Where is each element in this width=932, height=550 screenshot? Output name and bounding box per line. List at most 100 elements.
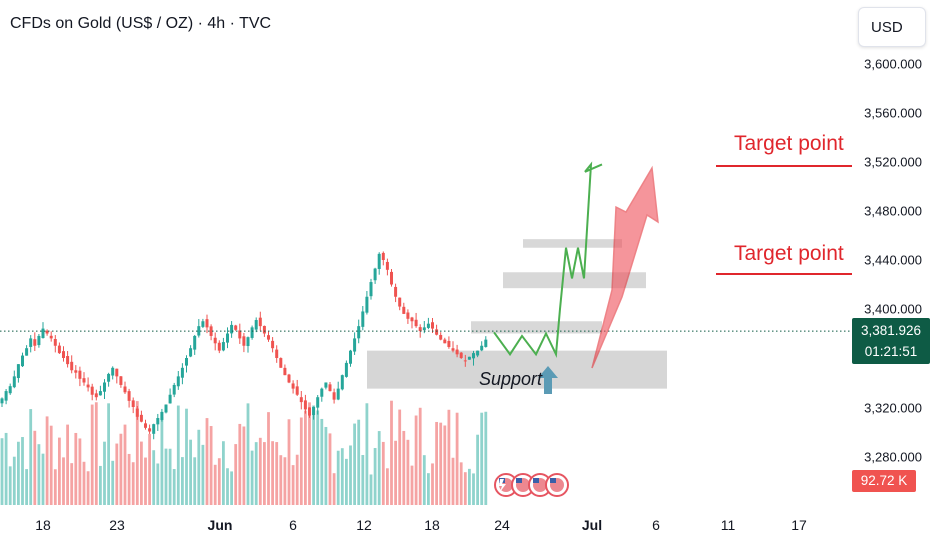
candle-body: [275, 349, 279, 358]
candle-body: [422, 327, 426, 331]
volume-bar: [299, 417, 303, 505]
time-tick: 18: [424, 517, 440, 533]
lightning-icon: [499, 479, 506, 492]
price-tick: 3,440.000: [864, 252, 922, 268]
volume-bar: [123, 424, 127, 505]
support-label: Support: [479, 369, 543, 389]
volume-bar: [226, 468, 229, 505]
candle-body: [254, 320, 258, 330]
candle-body: [21, 355, 24, 367]
volume-bar: [70, 463, 74, 505]
candle-body: [213, 337, 217, 344]
volume-bar: [250, 450, 254, 505]
candle-body: [8, 386, 12, 394]
volume-bar: [62, 457, 65, 505]
volume-bar: [476, 434, 479, 505]
candle-body: [303, 400, 307, 410]
volume-bar: [459, 462, 463, 505]
volume-bar: [463, 472, 467, 505]
projection-path: [493, 161, 603, 359]
candle-body: [172, 384, 176, 395]
candle-body: [381, 252, 385, 260]
candle-body: [443, 339, 447, 344]
candle-body: [205, 319, 209, 328]
volume-bar: [58, 437, 61, 505]
volume-bar: [431, 463, 434, 505]
volume-bar: [17, 441, 20, 505]
volume-bar: [402, 430, 406, 505]
price-tick: 3,480.000: [864, 203, 922, 219]
volume-bar: [275, 442, 279, 505]
candle-body: [111, 367, 115, 376]
volume-bar: [197, 429, 201, 505]
candle-body: [209, 326, 213, 336]
candle-body: [369, 282, 373, 297]
volume-bar: [447, 409, 451, 505]
volume-bar: [386, 468, 389, 505]
volume-bar: [435, 421, 438, 505]
volume-bar: [189, 439, 192, 505]
candle-body: [119, 376, 123, 385]
candle-body: [33, 339, 37, 346]
volume-bar: [41, 453, 45, 505]
volume-bar: [295, 454, 299, 505]
volume-bar: [381, 441, 385, 505]
volume-bar: [324, 426, 328, 505]
time-tick: 6: [289, 517, 297, 533]
support-arrow-icon: [538, 366, 558, 394]
candle-body: [283, 367, 287, 376]
target-label-lower: Target point: [734, 242, 844, 265]
volume-bar: [258, 437, 262, 505]
volume-bar: [115, 443, 119, 505]
candle-body: [291, 383, 295, 389]
volume-bar: [131, 462, 135, 505]
candle-body: [357, 326, 361, 339]
candle-body: [271, 340, 275, 349]
candle-body: [447, 340, 451, 347]
candle-body: [353, 338, 357, 352]
volume-bar: [0, 438, 4, 505]
time-tick: 11: [720, 517, 736, 533]
volume-bar: [480, 412, 484, 505]
candle-body: [4, 391, 8, 401]
resistance-zone: [523, 239, 622, 248]
resistance-zone: [503, 272, 646, 289]
volume-bar: [328, 433, 332, 505]
candle-body: [148, 428, 152, 432]
time-tick: 18: [35, 517, 51, 533]
volume-bar: [148, 433, 151, 505]
candle-body: [164, 404, 168, 413]
candle-body: [12, 376, 16, 388]
candle-body: [193, 335, 197, 350]
candle-body: [103, 382, 106, 392]
candle-body: [57, 345, 61, 354]
volume-bar: [291, 465, 295, 505]
us-flag-icon: [516, 478, 522, 483]
volume-bar: [168, 448, 172, 505]
candle-body: [472, 353, 475, 359]
candle-body: [418, 327, 422, 332]
price-tick: 3,560.000: [864, 105, 922, 121]
candle-body: [316, 397, 320, 408]
volume-bar: [172, 469, 176, 505]
volume-bar: [53, 469, 57, 505]
candle-body: [107, 373, 111, 382]
candle-body: [328, 384, 332, 392]
price-tick: 3,320.000: [864, 400, 922, 416]
currency-button[interactable]: USD: [858, 7, 926, 47]
candle-body: [410, 317, 414, 322]
candle-body: [394, 286, 398, 297]
volume-bar: [94, 402, 98, 505]
candle-body: [201, 321, 205, 327]
candle-body: [390, 271, 393, 285]
candle-body: [82, 378, 86, 383]
volume-bar: [238, 423, 242, 505]
candle-body: [373, 268, 377, 281]
candle-body: [230, 324, 234, 334]
candle-body: [144, 423, 147, 428]
candle-body: [426, 323, 430, 328]
last-price-value: 3,381.926: [860, 323, 922, 338]
candle-body: [365, 296, 369, 313]
candle-body: [234, 325, 238, 330]
